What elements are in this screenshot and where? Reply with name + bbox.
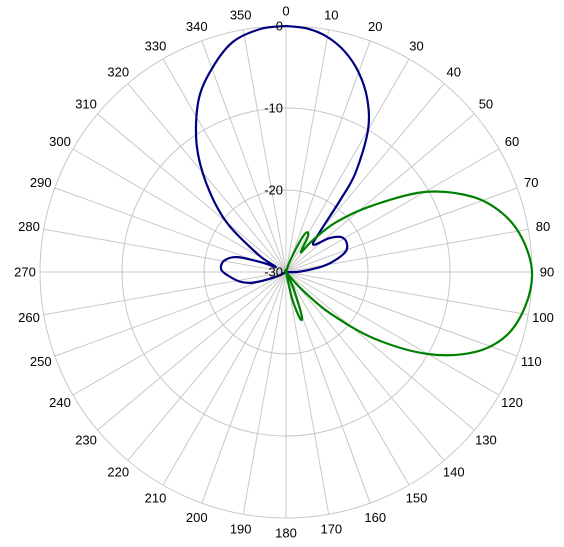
grid-spoke xyxy=(285,271,445,461)
grid-spoke xyxy=(285,148,500,273)
grid-spoke xyxy=(72,148,287,273)
grid-spoke xyxy=(242,29,287,273)
grid-spoke xyxy=(97,271,287,431)
grid-spoke xyxy=(72,271,287,396)
angle-tick-label: 230 xyxy=(75,432,97,447)
angle-tick-label: 20 xyxy=(368,19,382,34)
polar-grid xyxy=(39,25,533,519)
radial-tick-label: -30 xyxy=(264,265,283,280)
grid-spoke xyxy=(201,271,287,504)
grid-spoke xyxy=(43,271,287,316)
angle-tick-label: 120 xyxy=(501,395,523,410)
grid-spoke xyxy=(162,58,287,273)
grid-spoke xyxy=(43,228,287,273)
grid-spoke xyxy=(54,271,287,357)
angle-tick-label: 60 xyxy=(505,134,519,149)
grid-spoke xyxy=(285,271,330,515)
angle-tick-label: 290 xyxy=(30,175,52,190)
angle-tick-label: 270 xyxy=(14,265,36,280)
grid-spoke xyxy=(285,271,529,316)
angle-tick-label: 170 xyxy=(320,522,342,537)
grid-spoke xyxy=(97,113,287,273)
grid-spoke xyxy=(127,83,287,273)
angle-tick-label: 160 xyxy=(364,510,386,525)
grid-spoke xyxy=(162,271,287,486)
grid-spoke xyxy=(285,40,371,273)
angle-tick-label: 320 xyxy=(107,65,129,80)
angle-tick-label: 300 xyxy=(49,134,71,149)
angle-tick-label: 10 xyxy=(324,7,338,22)
angle-tick-label: 250 xyxy=(30,354,52,369)
radial-tick-label: 0 xyxy=(276,19,283,34)
grid-spoke xyxy=(285,271,518,357)
grid-spoke xyxy=(127,271,287,461)
angle-tick-label: 200 xyxy=(186,510,208,525)
series-line-2 xyxy=(284,190,534,357)
angle-tick-label: 90 xyxy=(540,265,554,280)
angle-tick-label: 310 xyxy=(75,97,97,112)
angle-tick-label: 220 xyxy=(107,464,129,479)
angle-tick-label: 190 xyxy=(230,522,252,537)
grid-spoke xyxy=(285,113,475,273)
grid-spoke xyxy=(285,187,518,273)
grid-spoke xyxy=(285,58,410,273)
angle-tick-label: 330 xyxy=(145,38,167,53)
grid-spoke xyxy=(285,271,410,486)
grid-spoke xyxy=(285,29,330,273)
series-layer xyxy=(194,24,534,357)
angle-tick-label: 260 xyxy=(18,310,40,325)
angle-tick-label: 340 xyxy=(186,19,208,34)
radial-tick-label: -10 xyxy=(264,101,283,116)
angle-tick-label: 240 xyxy=(49,395,71,410)
angle-tick-label: 210 xyxy=(145,491,167,506)
angle-tick-label: 180 xyxy=(275,526,297,541)
grid-spoke xyxy=(285,271,500,396)
angle-tick-label: 350 xyxy=(230,7,252,22)
angle-tick-label: 150 xyxy=(406,491,428,506)
angle-tick-label: 130 xyxy=(475,432,497,447)
angle-tick-label: 40 xyxy=(447,65,461,80)
angle-tick-label: 100 xyxy=(532,310,554,325)
angle-tick-label: 140 xyxy=(443,464,465,479)
grid-spoke xyxy=(285,271,475,431)
angle-tick-label: 50 xyxy=(479,97,493,112)
grid-spoke xyxy=(242,271,287,515)
angle-tick-label: 110 xyxy=(521,354,542,369)
angle-tick-label: 70 xyxy=(524,175,538,190)
angle-tick-label: 80 xyxy=(536,219,550,234)
angle-tick-label: 30 xyxy=(409,38,423,53)
angle-tick-label: 0 xyxy=(282,4,289,19)
series-line-1 xyxy=(194,24,371,285)
grid-spoke xyxy=(201,40,287,273)
axis-labels: 0 10 20 30 40 50 60 70 80 90 100 110 120 130 140 150 160… xyxy=(14,4,554,541)
radial-tick-label: -20 xyxy=(264,183,283,198)
angle-tick-label: 280 xyxy=(18,219,40,234)
